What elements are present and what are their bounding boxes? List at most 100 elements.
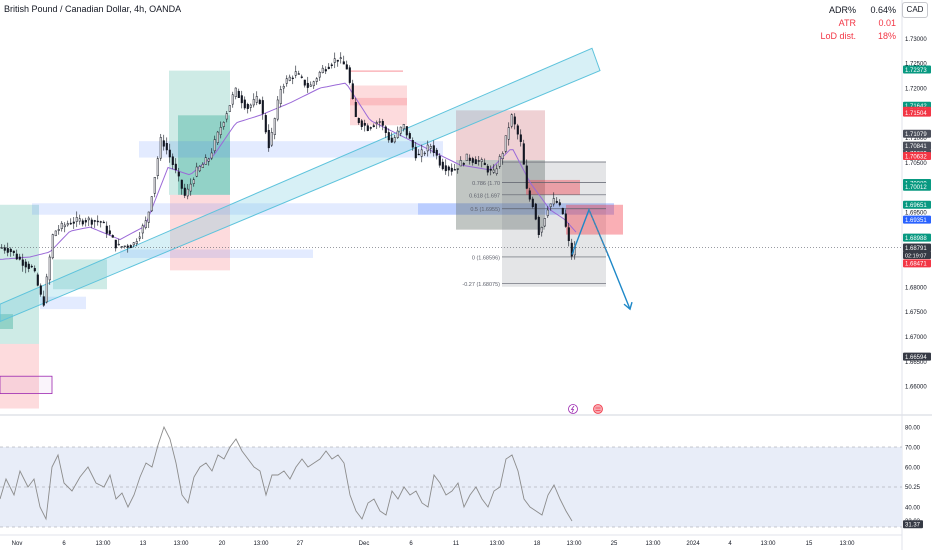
candle-up — [498, 156, 501, 167]
candle-down — [537, 216, 540, 235]
candle-down — [486, 165, 489, 173]
price-tick: 1.67000 — [905, 335, 927, 341]
currency-button[interactable]: CAD — [902, 2, 928, 18]
candle-down — [417, 153, 420, 156]
lightning-bolt-icon — [570, 405, 575, 413]
zone-gray_fib — [502, 162, 606, 287]
candle-down — [387, 132, 390, 141]
time-tick: 13:00 — [760, 541, 776, 547]
zone-red — [170, 194, 230, 271]
lightning-icon — [568, 404, 578, 414]
candle-up — [402, 124, 405, 130]
candle-down — [42, 296, 45, 306]
candle-up — [78, 218, 81, 222]
candle-down — [558, 202, 561, 206]
candle-down — [39, 285, 42, 295]
candle-down — [567, 227, 570, 242]
candle-down — [555, 200, 558, 203]
price-tick: 1.70500 — [905, 161, 927, 167]
time-tick: 27 — [297, 541, 304, 547]
candle-down — [297, 73, 300, 75]
price-label-text: 1.71079 — [905, 132, 927, 138]
trend-channel — [0, 47, 601, 323]
candles-layer — [0, 52, 902, 307]
candle-down — [243, 99, 246, 109]
candle-up — [309, 84, 312, 87]
candle-down — [21, 259, 24, 266]
candle-down — [468, 157, 471, 161]
candle-up — [279, 89, 282, 104]
candle-up — [315, 78, 318, 82]
candle-down — [441, 161, 444, 170]
candle-down — [177, 171, 180, 177]
candle-up — [0, 247, 3, 249]
candle-up — [510, 114, 513, 127]
candle-down — [165, 143, 168, 151]
zone-red_line — [350, 70, 403, 72]
candle-down — [477, 160, 480, 162]
time-tick: 6 — [62, 541, 66, 547]
candle-down — [432, 145, 435, 153]
time-tick: 18 — [534, 541, 541, 547]
candle-down — [348, 67, 351, 83]
candle-down — [411, 140, 414, 148]
candle-up — [231, 94, 234, 105]
candle-up — [204, 157, 207, 165]
price-tick: 1.72000 — [905, 86, 927, 92]
candle-up — [321, 67, 324, 74]
candle-up — [138, 236, 141, 239]
candle-up — [492, 169, 495, 173]
fib-level-label: 0.786 (1.70 — [472, 181, 500, 187]
price-label-box — [903, 233, 931, 242]
price-label-box — [903, 243, 931, 252]
candle-up — [117, 243, 120, 246]
candle-down — [240, 95, 243, 104]
candle-down — [93, 220, 96, 222]
candle-up — [552, 198, 555, 205]
candle-up — [66, 223, 69, 226]
candle-up — [222, 122, 225, 127]
candle-up — [189, 183, 192, 192]
candle-down — [105, 225, 108, 234]
candle-down — [372, 125, 375, 128]
candle-down — [369, 127, 372, 129]
candle-up — [540, 227, 543, 233]
time-tick: 13:00 — [95, 541, 111, 547]
candle-up — [429, 146, 432, 149]
candle-down — [435, 149, 438, 156]
candle-down — [72, 221, 75, 224]
price-label-box — [903, 129, 931, 138]
rsi-tick: 40.00 — [905, 505, 921, 511]
candle-up — [339, 57, 342, 59]
price-label-box — [903, 151, 931, 160]
candle-up — [249, 104, 252, 108]
price-tick: 1.72500 — [905, 62, 927, 68]
candle-down — [447, 166, 450, 171]
candle-down — [6, 248, 9, 253]
channel-band — [0, 47, 601, 323]
candle-down — [489, 169, 492, 171]
candle-up — [399, 126, 402, 134]
candle-down — [522, 143, 525, 165]
candle-down — [408, 133, 411, 139]
candle-up — [144, 220, 147, 228]
fib-level-label: 0 (1.68596) — [472, 255, 500, 261]
candle-down — [390, 137, 393, 143]
price-label-text: 1.72373 — [905, 68, 927, 74]
time-tick: 13:00 — [645, 541, 661, 547]
price-label-text: 1.70632 — [905, 154, 927, 160]
rsi-tick: 80.00 — [905, 425, 921, 431]
rsi-value-box — [903, 520, 923, 529]
price-tick: 1.71000 — [905, 136, 927, 142]
candle-down — [471, 158, 474, 163]
fib-level-label: -0.27 (1.68075) — [462, 282, 500, 288]
zone-red — [456, 110, 545, 230]
candle-up — [57, 229, 60, 231]
projection-dashed — [588, 209, 609, 257]
candle-up — [228, 105, 231, 112]
candle-up — [156, 158, 159, 177]
event-flag-icon — [593, 404, 603, 414]
candle-down — [258, 99, 261, 104]
candle-down — [306, 82, 309, 88]
